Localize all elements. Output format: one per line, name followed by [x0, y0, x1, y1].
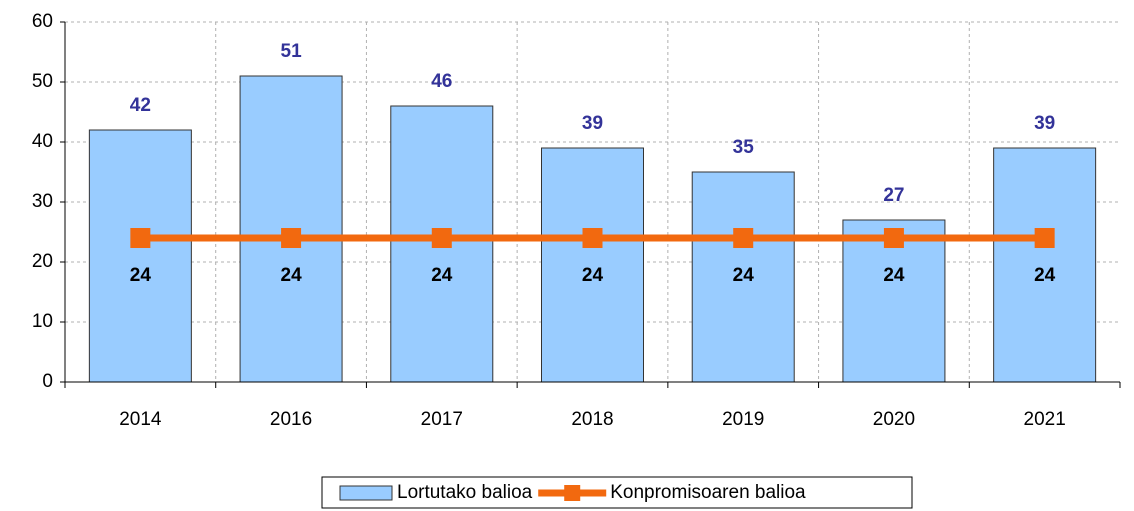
- x-tick-label: 2021: [1024, 409, 1066, 430]
- line-marker: [1034, 228, 1055, 248]
- line-marker: [281, 228, 302, 248]
- line-value-label: 24: [130, 265, 152, 286]
- bar-value-label: 42: [130, 95, 151, 116]
- bar: [993, 147, 1097, 383]
- y-tick-label: 30: [32, 191, 53, 212]
- bar-value-label: 27: [883, 185, 904, 206]
- line-marker: [582, 228, 603, 248]
- x-tick-label: 2017: [421, 409, 463, 430]
- bar: [88, 129, 192, 383]
- legend-box: [321, 476, 913, 509]
- line-value-label: 24: [883, 265, 905, 286]
- y-tick-label: 0: [42, 371, 53, 392]
- y-tick-label: 50: [32, 71, 53, 92]
- legend-label: Konpromisoaren balioa: [610, 482, 806, 503]
- bar-value-label: 51: [281, 41, 303, 62]
- line-marker: [130, 228, 151, 248]
- x-tick-label: 2019: [722, 409, 764, 430]
- bar: [541, 147, 644, 383]
- bar-value-label: 39: [1034, 113, 1055, 134]
- line-value-label: 24: [582, 265, 604, 286]
- bar: [691, 171, 795, 383]
- bar-value-label: 35: [733, 137, 755, 158]
- legend-marker: [564, 485, 581, 501]
- x-tick-label: 2014: [119, 409, 162, 430]
- x-tick-label: 2016: [270, 409, 312, 430]
- y-tick-label: 20: [32, 251, 53, 272]
- line-value-label: 24: [1034, 265, 1056, 286]
- y-tick-label: 10: [32, 311, 53, 332]
- y-tick-label: 60: [32, 11, 53, 32]
- legend-label: Lortutako balioa: [397, 482, 533, 503]
- line-marker: [431, 228, 452, 248]
- line-marker: [883, 228, 904, 248]
- x-tick-label: 2020: [873, 409, 915, 430]
- legend-swatch: [339, 485, 393, 501]
- bar-value-label: 39: [582, 113, 603, 134]
- line-value-label: 24: [733, 265, 755, 286]
- bar-value-label: 46: [431, 71, 452, 92]
- line-marker: [733, 228, 754, 248]
- line-value-label: 24: [281, 265, 303, 286]
- line-value-label: 24: [431, 265, 453, 286]
- x-tick-label: 2018: [571, 409, 613, 430]
- y-tick-label: 40: [32, 131, 53, 152]
